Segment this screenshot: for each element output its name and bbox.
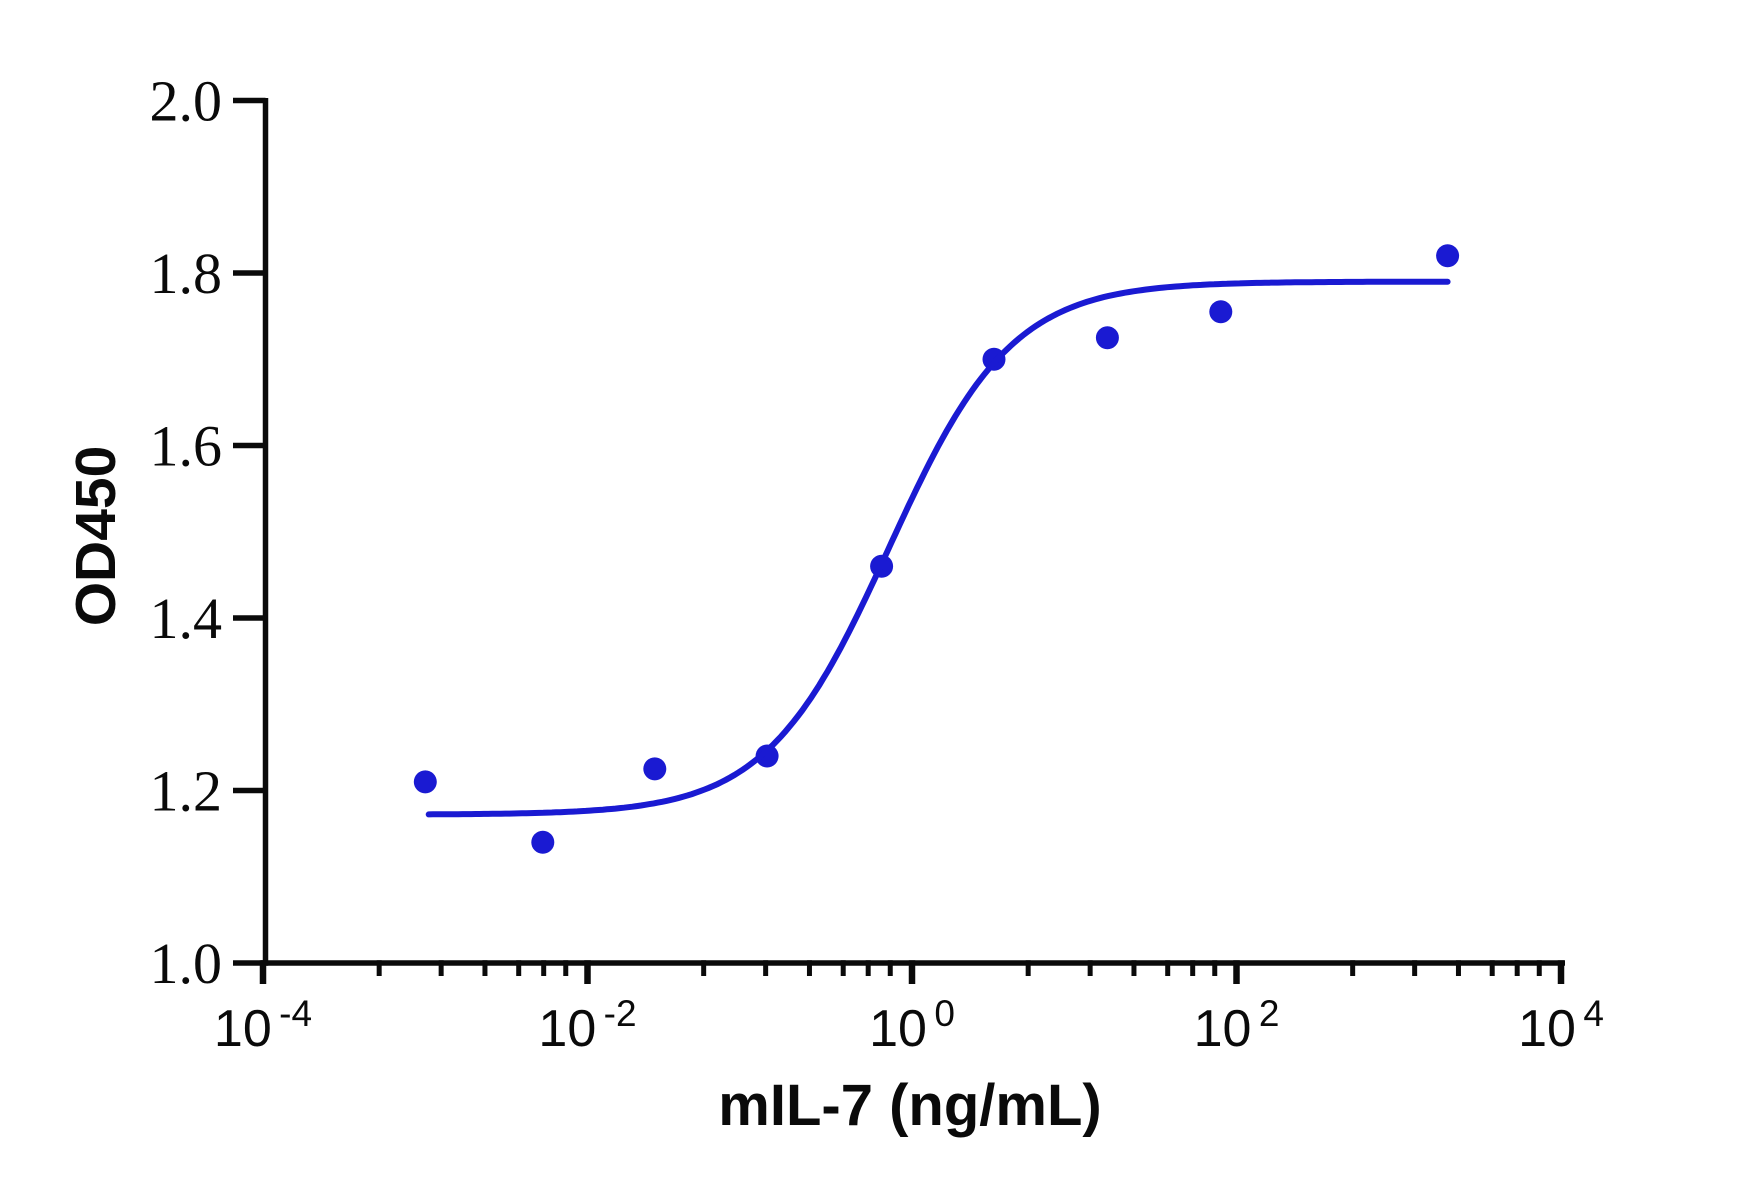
data-point: [1095, 326, 1119, 350]
x-tick-label: 10 4: [1518, 993, 1604, 1058]
data-point: [531, 830, 555, 854]
fit-curve: [425, 278, 1451, 818]
data-point: [755, 744, 779, 768]
data-point: [413, 770, 437, 794]
y-tick-label: 1.4: [150, 586, 223, 651]
data-point: [1436, 244, 1460, 268]
y-axis-title: OD450: [64, 445, 128, 627]
x-tick-label: 10 0: [869, 993, 955, 1058]
x-tick-label: 10 -4: [214, 993, 312, 1058]
y-tick-label: 1.2: [150, 759, 223, 824]
y-tick-label: 1.8: [150, 241, 223, 306]
x-axis-title: mIL-7 (ng/mL): [718, 1073, 1102, 1138]
y-tick-label: 1.6: [150, 414, 223, 479]
x-tick-label: 10 -2: [538, 993, 636, 1058]
data-point: [643, 757, 667, 781]
y-tick-label: 1.0: [150, 931, 223, 996]
x-tick-label: 10 2: [1194, 993, 1280, 1058]
data-point: [1209, 300, 1233, 324]
y-tick-label: 2.0: [150, 69, 223, 134]
